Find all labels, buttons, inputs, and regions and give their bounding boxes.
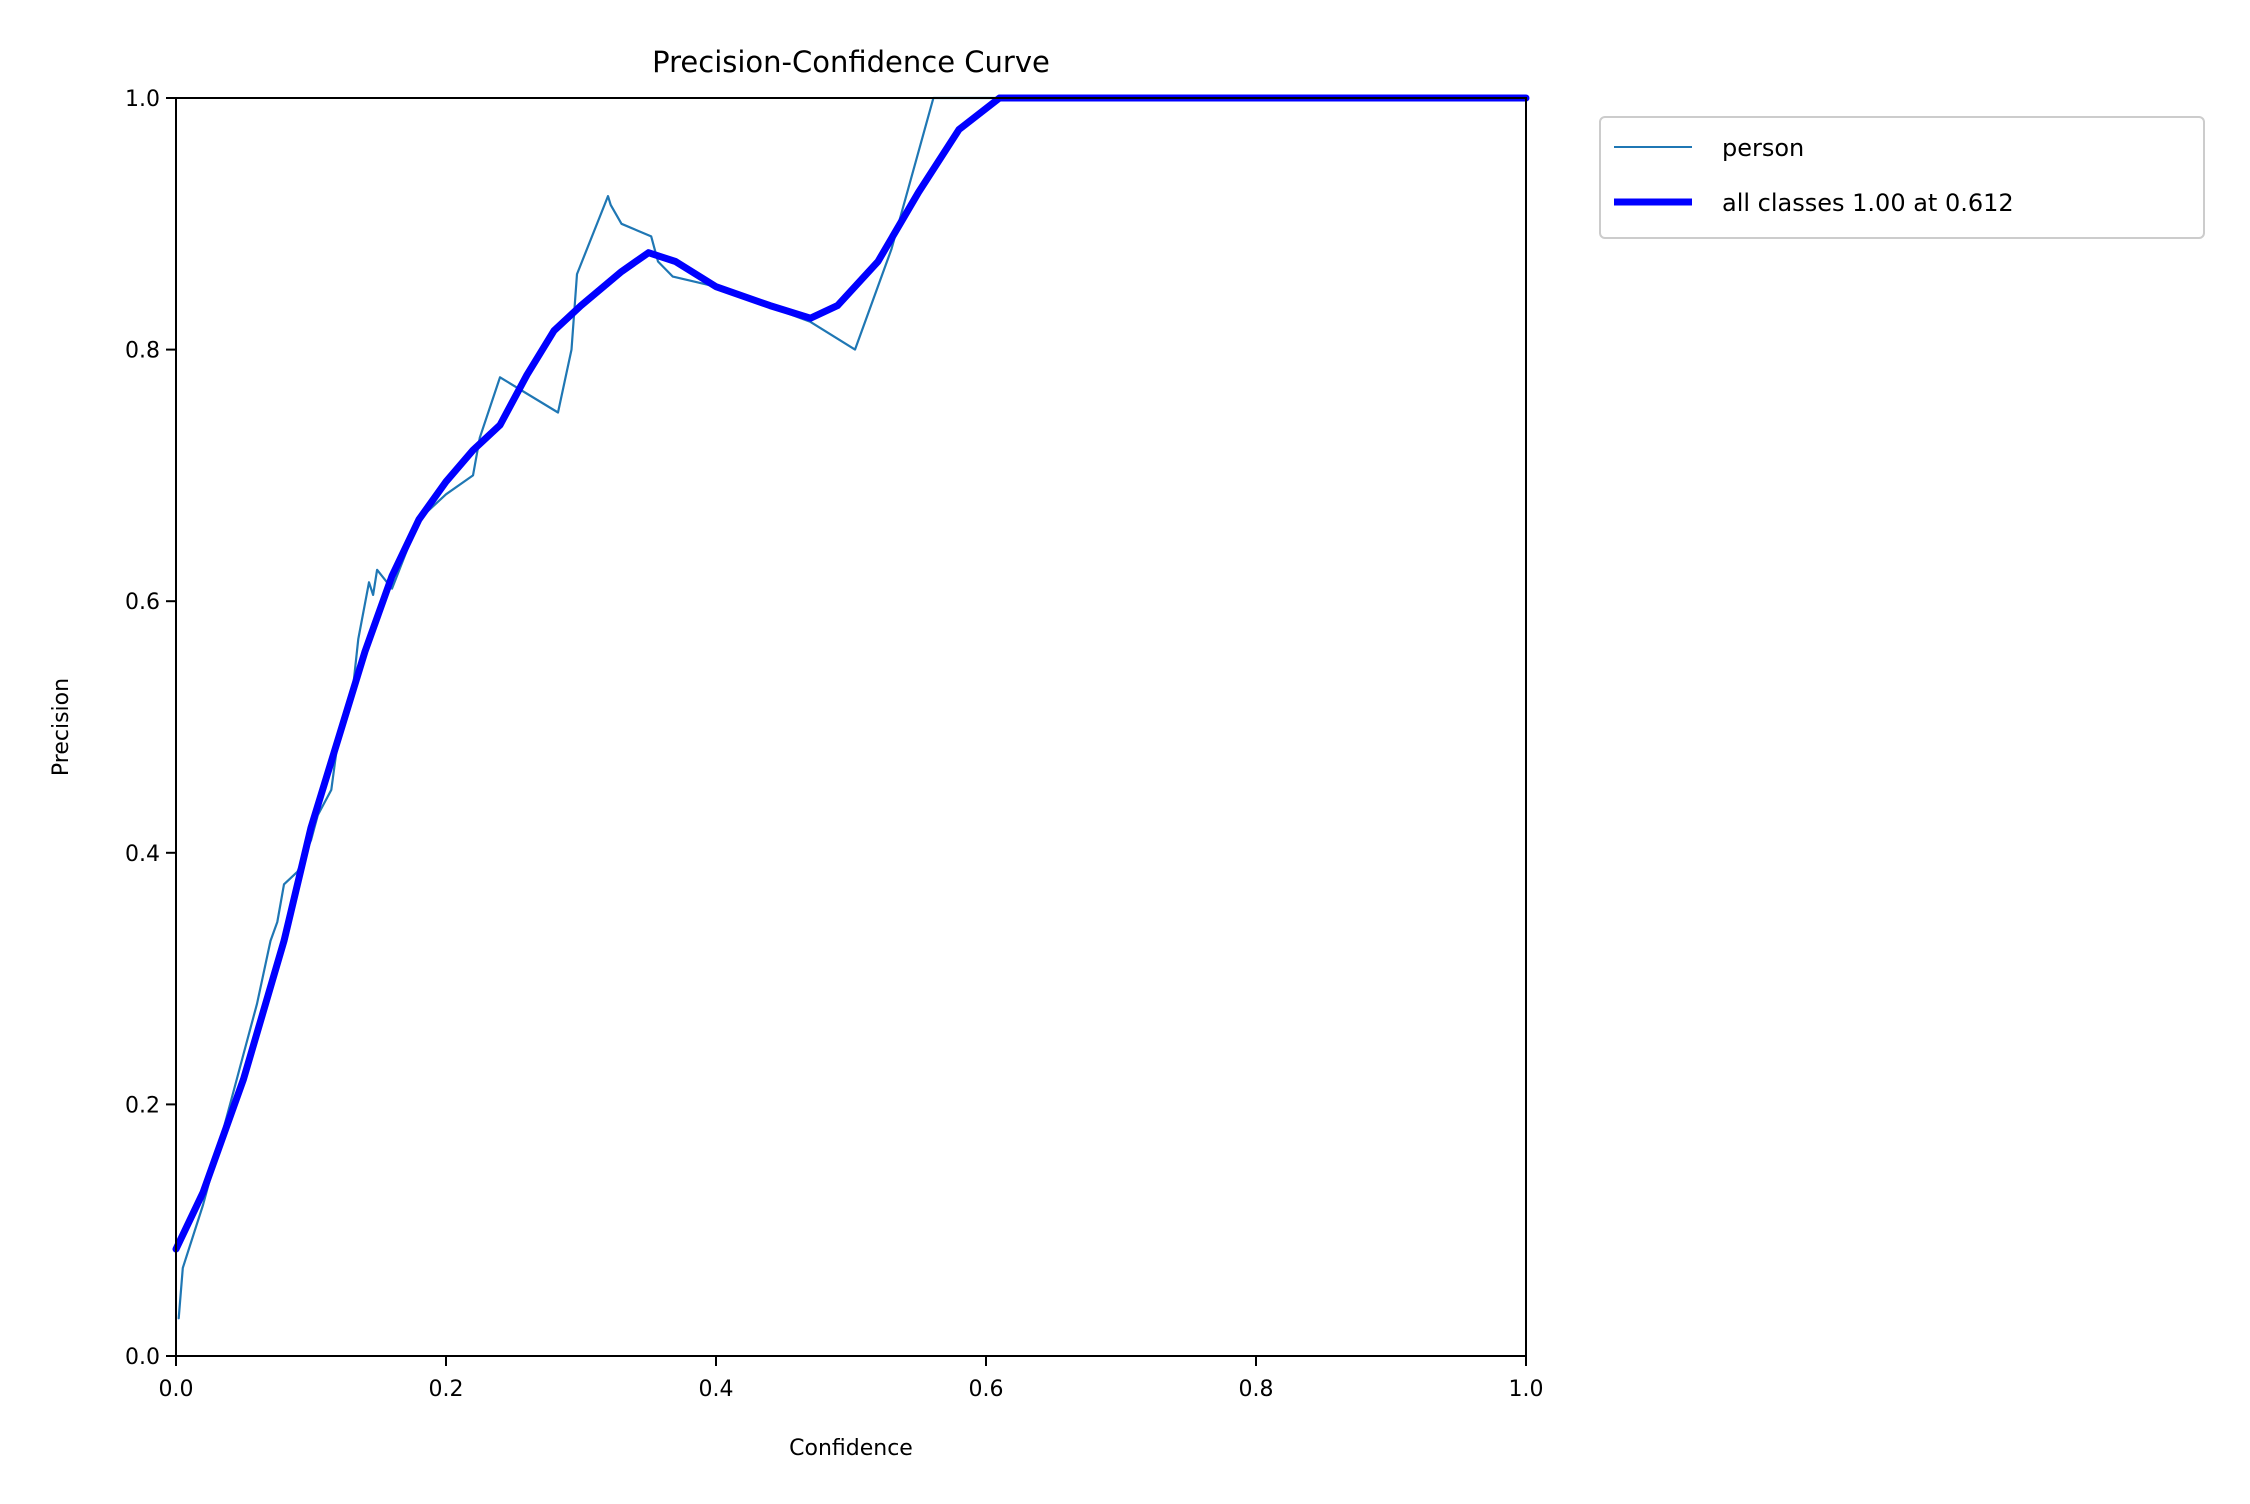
y-axis-ticks: 0.0 0.2 0.4 0.6 0.8 1.0 — [125, 87, 176, 1370]
x-axis-label: Confidence — [789, 1436, 913, 1461]
x-tick-label: 0.2 — [429, 1377, 464, 1402]
y-tick-label: 0.4 — [125, 842, 160, 867]
y-tick-label: 1.0 — [125, 87, 160, 112]
y-tick-label: 0.8 — [125, 339, 160, 364]
x-tick-label: 0.8 — [1239, 1377, 1274, 1402]
x-tick-label: 0.6 — [969, 1377, 1004, 1402]
chart-title: Precision-Confidence Curve — [652, 45, 1050, 79]
x-tick-label: 0.4 — [699, 1377, 734, 1402]
plot-frame — [175, 97, 1527, 1357]
series-line-person — [177, 96, 1528, 1320]
y-tick-label: 0.2 — [125, 1093, 160, 1118]
x-axis-ticks: 0.0 0.2 0.4 0.6 0.8 1.0 — [159, 1356, 1544, 1402]
legend-box — [1599, 116, 2205, 239]
legend-label-all-classes: all classes 1.00 at 0.612 — [1722, 189, 2014, 217]
y-axis-label: Precision — [49, 678, 74, 776]
y-tick-label: 0.0 — [125, 1345, 160, 1370]
plot-lines — [172, 94, 1530, 1320]
series-line-all-classes — [172, 94, 1530, 1253]
x-tick-label: 1.0 — [1509, 1377, 1544, 1402]
legend-label-person: person — [1722, 134, 1804, 162]
legend: person all classes 1.00 at 0.612 — [1599, 116, 2205, 239]
x-tick-label: 0.0 — [159, 1377, 194, 1402]
y-tick-label: 0.6 — [125, 590, 160, 615]
